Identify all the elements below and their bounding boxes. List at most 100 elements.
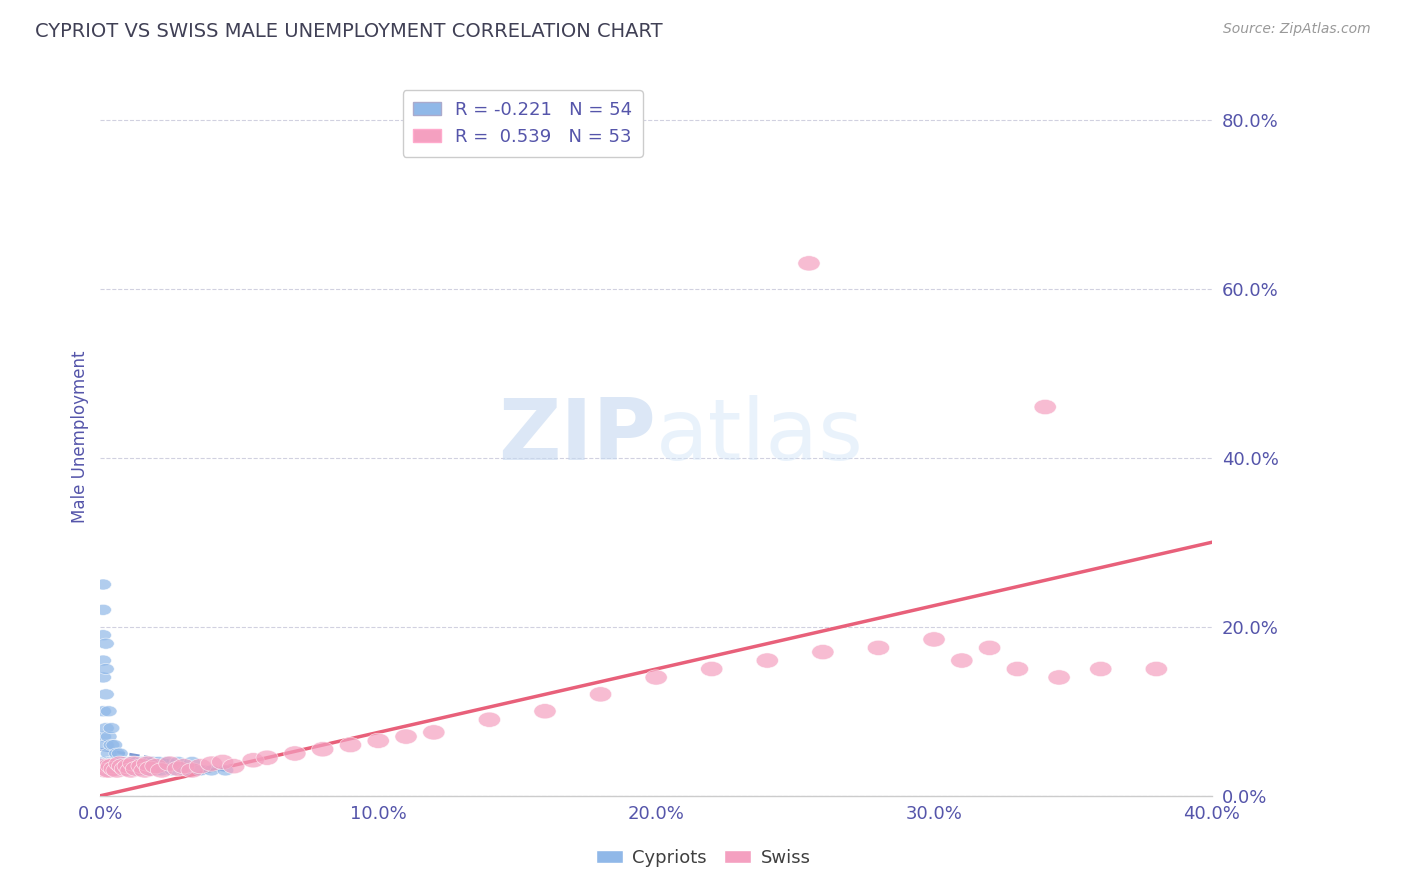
Legend: Cypriots, Swiss: Cypriots, Swiss (588, 842, 818, 874)
Legend: R = -0.221   N = 54, R =  0.539   N = 53: R = -0.221 N = 54, R = 0.539 N = 53 (402, 90, 643, 157)
Ellipse shape (811, 645, 834, 660)
Ellipse shape (159, 756, 181, 772)
Ellipse shape (190, 758, 211, 773)
Ellipse shape (242, 753, 264, 768)
Ellipse shape (176, 765, 193, 776)
Ellipse shape (122, 756, 145, 772)
Text: Source: ZipAtlas.com: Source: ZipAtlas.com (1223, 22, 1371, 37)
Ellipse shape (94, 605, 111, 615)
Text: ZIP: ZIP (498, 395, 657, 478)
Ellipse shape (170, 756, 187, 767)
Ellipse shape (145, 756, 162, 767)
Ellipse shape (922, 632, 945, 647)
Ellipse shape (395, 729, 418, 744)
Ellipse shape (128, 756, 145, 767)
Ellipse shape (103, 723, 120, 733)
Ellipse shape (339, 738, 361, 753)
Ellipse shape (139, 761, 162, 776)
Ellipse shape (94, 756, 111, 767)
Ellipse shape (105, 739, 122, 750)
Ellipse shape (148, 765, 165, 776)
Ellipse shape (97, 723, 114, 733)
Ellipse shape (94, 579, 111, 590)
Ellipse shape (534, 704, 557, 719)
Ellipse shape (97, 638, 114, 649)
Ellipse shape (165, 765, 181, 776)
Ellipse shape (100, 758, 122, 773)
Ellipse shape (222, 758, 245, 773)
Ellipse shape (797, 256, 820, 271)
Ellipse shape (150, 763, 173, 778)
Ellipse shape (1090, 661, 1112, 677)
Ellipse shape (100, 731, 117, 742)
Ellipse shape (108, 756, 131, 772)
Ellipse shape (645, 670, 668, 685)
Ellipse shape (700, 661, 723, 677)
Ellipse shape (94, 763, 117, 778)
Ellipse shape (256, 750, 278, 765)
Ellipse shape (114, 756, 131, 767)
Ellipse shape (150, 756, 167, 767)
Text: CYPRIOT VS SWISS MALE UNEMPLOYMENT CORRELATION CHART: CYPRIOT VS SWISS MALE UNEMPLOYMENT CORRE… (35, 22, 662, 41)
Ellipse shape (94, 655, 111, 666)
Ellipse shape (108, 748, 125, 759)
Ellipse shape (131, 758, 153, 773)
Ellipse shape (756, 653, 779, 668)
Ellipse shape (103, 739, 120, 750)
Ellipse shape (105, 763, 128, 778)
Ellipse shape (111, 765, 128, 776)
Ellipse shape (367, 733, 389, 748)
Ellipse shape (1007, 661, 1029, 677)
Ellipse shape (105, 765, 122, 776)
Ellipse shape (950, 653, 973, 668)
Ellipse shape (97, 765, 114, 776)
Ellipse shape (103, 756, 120, 767)
Ellipse shape (91, 758, 114, 773)
Ellipse shape (181, 763, 204, 778)
Ellipse shape (97, 739, 114, 750)
Ellipse shape (97, 689, 114, 700)
Ellipse shape (100, 765, 117, 776)
Ellipse shape (117, 756, 134, 767)
Ellipse shape (97, 758, 120, 773)
Ellipse shape (100, 748, 117, 759)
Text: atlas: atlas (657, 395, 865, 478)
Ellipse shape (134, 763, 156, 778)
Ellipse shape (423, 725, 444, 740)
Ellipse shape (134, 756, 150, 767)
Ellipse shape (136, 765, 153, 776)
Ellipse shape (153, 765, 170, 776)
Ellipse shape (97, 763, 120, 778)
Ellipse shape (97, 664, 114, 674)
Y-axis label: Male Unemployment: Male Unemployment (72, 351, 89, 523)
Ellipse shape (1033, 400, 1056, 415)
Ellipse shape (94, 630, 111, 640)
Ellipse shape (1146, 661, 1167, 677)
Ellipse shape (173, 758, 195, 773)
Ellipse shape (131, 765, 148, 776)
Ellipse shape (100, 756, 117, 767)
Ellipse shape (108, 765, 125, 776)
Ellipse shape (111, 748, 128, 759)
Ellipse shape (979, 640, 1001, 656)
Ellipse shape (100, 706, 117, 717)
Ellipse shape (142, 765, 159, 776)
Ellipse shape (117, 758, 139, 773)
Ellipse shape (103, 765, 120, 776)
Ellipse shape (120, 763, 142, 778)
Ellipse shape (114, 761, 136, 776)
Ellipse shape (122, 756, 139, 767)
Ellipse shape (105, 756, 122, 767)
Ellipse shape (184, 756, 201, 767)
Ellipse shape (125, 761, 148, 776)
Ellipse shape (94, 731, 111, 742)
Ellipse shape (312, 741, 333, 757)
Ellipse shape (120, 765, 136, 776)
Ellipse shape (136, 756, 159, 772)
Ellipse shape (97, 756, 114, 767)
Ellipse shape (111, 758, 134, 773)
Ellipse shape (103, 761, 125, 776)
Ellipse shape (478, 712, 501, 727)
Ellipse shape (204, 765, 219, 776)
Ellipse shape (193, 765, 208, 776)
